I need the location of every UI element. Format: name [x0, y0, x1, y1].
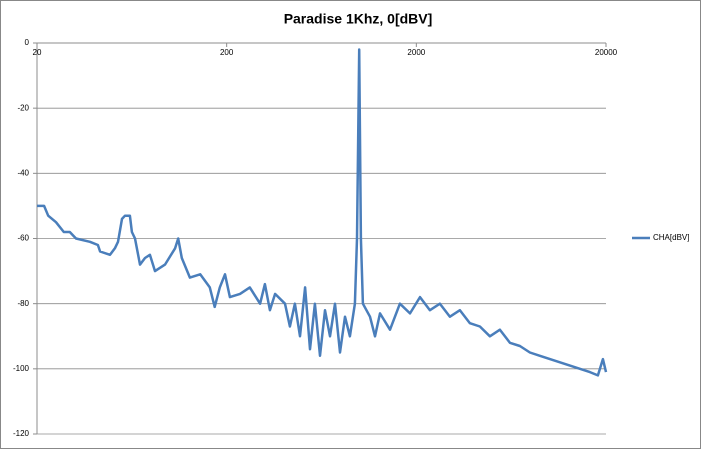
- y-tick-label: -20: [17, 103, 29, 112]
- y-tick-label: -120: [13, 429, 30, 438]
- y-tick-label: -60: [17, 234, 29, 243]
- y-tick-label: -80: [17, 299, 29, 308]
- y-tick-label: -100: [13, 364, 30, 373]
- x-tick-label: 200: [220, 48, 234, 57]
- chart-title: Paradise 1Khz, 0[dBV]: [284, 11, 433, 27]
- x-tick-label: 20000: [595, 48, 618, 57]
- x-tick-label: 2000: [407, 48, 425, 57]
- legend-label: CHA[dBV]: [653, 233, 689, 242]
- y-tick-label: -40: [17, 168, 29, 177]
- x-tick-label: 20: [33, 48, 42, 57]
- data-line: [37, 48, 608, 377]
- y-tick-label: 0: [25, 38, 30, 47]
